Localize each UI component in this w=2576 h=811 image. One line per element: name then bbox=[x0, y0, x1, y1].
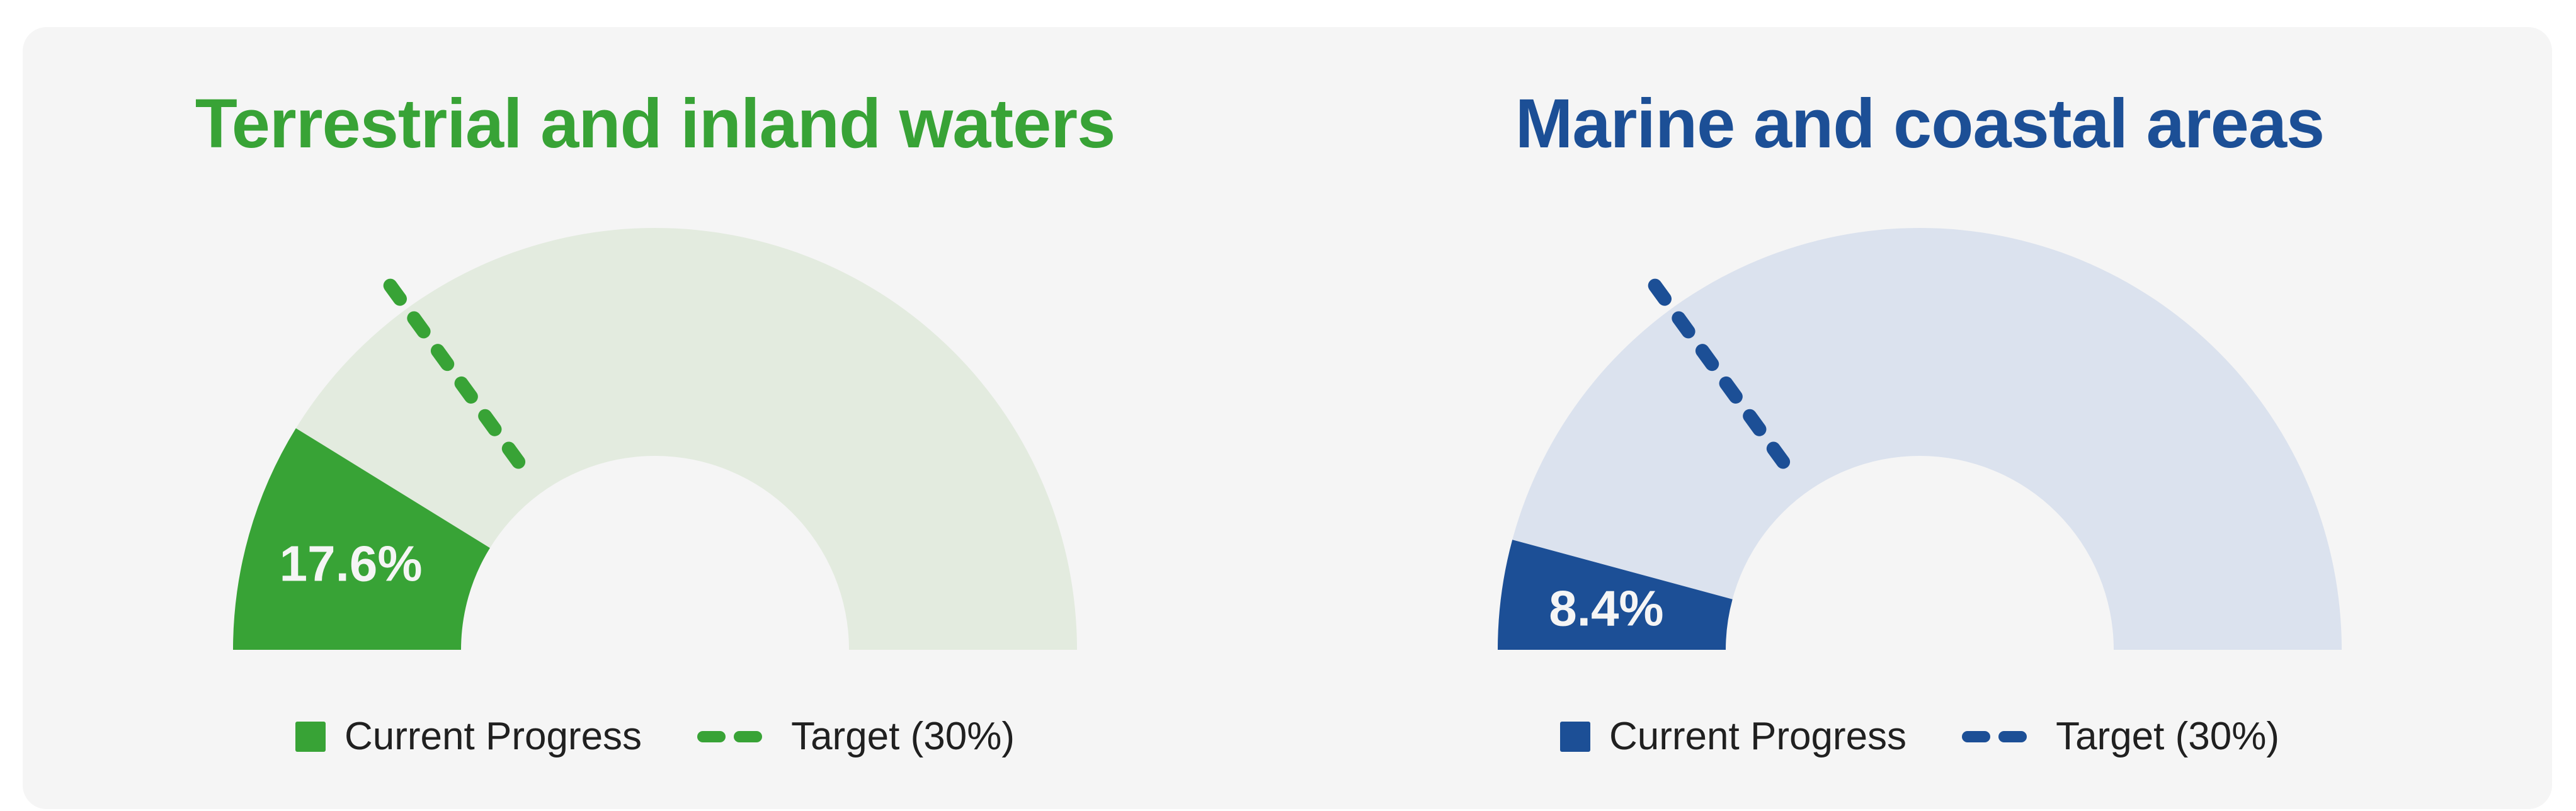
current-progress-swatch-icon bbox=[295, 721, 326, 752]
legend-label-target: Target (30%) bbox=[791, 715, 1015, 758]
gauge-chart-terrestrial: 17.6% bbox=[23, 181, 1287, 659]
gauge-card-marine: Marine and coastal areas 8.4% Current Pr… bbox=[1287, 27, 2552, 809]
legend-marine: Current Progress Target (30%) bbox=[1560, 714, 2279, 759]
gauge-value-slice[interactable] bbox=[1498, 540, 1733, 650]
legend-label-target: Target (30%) bbox=[2056, 715, 2279, 758]
gauge-value-label: 8.4% bbox=[1549, 581, 1663, 637]
gauge-track-arc bbox=[1498, 228, 2342, 650]
legend-terrestrial: Current Progress Target (30%) bbox=[295, 714, 1015, 759]
current-progress-swatch-icon bbox=[1560, 721, 1590, 752]
dashboard-panel: Terrestrial and inland waters 17.6% Curr… bbox=[23, 27, 2552, 809]
legend-label-current-progress: Current Progress bbox=[1609, 715, 1907, 758]
gauge-target-tick bbox=[1648, 278, 1796, 476]
gauge-value-label: 17.6% bbox=[280, 536, 423, 592]
gauge-card-terrestrial: Terrestrial and inland waters 17.6% Curr… bbox=[23, 27, 1287, 809]
legend-item-current-progress[interactable]: Current Progress bbox=[1560, 714, 1906, 759]
legend-item-target[interactable]: Target (30%) bbox=[1962, 714, 2279, 759]
gauge-value-slice[interactable] bbox=[233, 428, 490, 650]
gauge-svg-marine: 8.4% bbox=[1498, 228, 2342, 650]
target-dashed-line-icon bbox=[697, 730, 763, 742]
chart-title-terrestrial: Terrestrial and inland waters bbox=[195, 85, 1116, 162]
chart-title-marine: Marine and coastal areas bbox=[1515, 85, 2325, 162]
legend-label-current-progress: Current Progress bbox=[345, 715, 642, 758]
legend-item-current-progress[interactable]: Current Progress bbox=[295, 714, 642, 759]
target-dashed-line-icon bbox=[1962, 730, 2027, 742]
gauge-target-tick bbox=[383, 278, 531, 476]
gauge-chart-marine: 8.4% bbox=[1287, 181, 2552, 659]
gauge-svg-terrestrial: 17.6% bbox=[233, 228, 1077, 650]
legend-item-target[interactable]: Target (30%) bbox=[697, 714, 1015, 759]
